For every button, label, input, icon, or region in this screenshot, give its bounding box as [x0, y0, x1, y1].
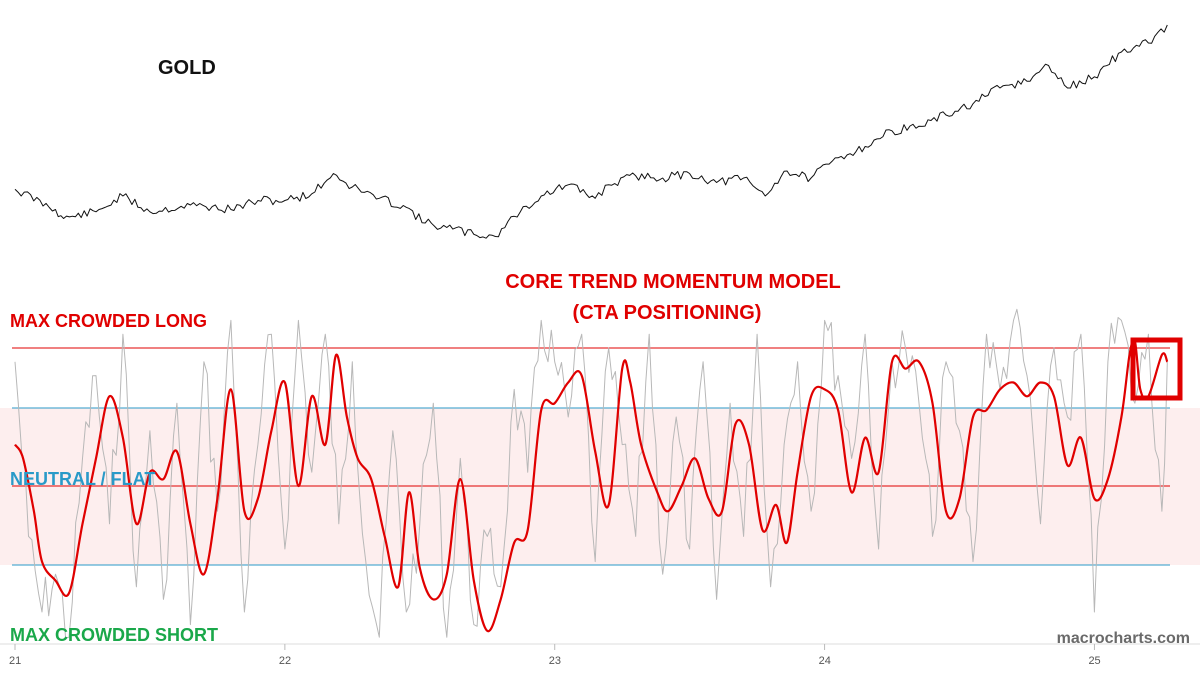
x-tick-label: 22	[279, 655, 291, 667]
model-title-line1: CORE TREND MOMENTUM MODEL	[505, 271, 841, 293]
gold-price-line	[14, 24, 1168, 239]
raw-signal-line	[14, 308, 1168, 639]
neutral-flat-label: NEUTRAL / FLAT	[10, 469, 155, 489]
x-tick-label: 21	[9, 655, 21, 667]
model-line	[14, 337, 1169, 633]
max-crowded-long-label: MAX CROWDED LONG	[10, 311, 207, 331]
gold-title: GOLD	[158, 57, 216, 79]
model-title-line2: (CTA POSITIONING)	[573, 302, 762, 324]
max-crowded-short-label: MAX CROWDED SHORT	[10, 625, 218, 645]
series-layer	[14, 24, 1169, 639]
tick-layer: 21 22 23 24 25	[9, 644, 1101, 667]
watermark: macrocharts.com	[1057, 630, 1190, 647]
x-tick-label: 25	[1088, 655, 1100, 667]
x-tick-label: 24	[819, 655, 831, 667]
highlight-box	[1130, 337, 1183, 401]
x-tick-label: 23	[549, 655, 561, 667]
